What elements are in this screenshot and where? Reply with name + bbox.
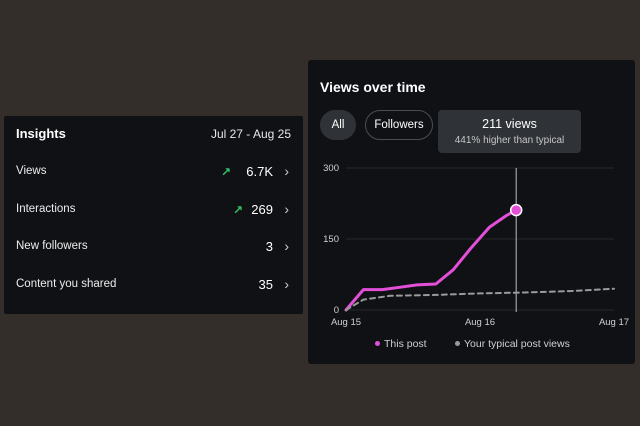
views-title: Views over time	[320, 79, 426, 95]
filter-all-button[interactable]: All	[320, 110, 356, 140]
insights-row-views[interactable]: Views ↗ 6.7K ›	[16, 162, 289, 184]
views-over-time-card: Views over time All Followers 211 views …	[308, 60, 635, 364]
legend-dot-icon	[455, 340, 460, 346]
row-label: New followers	[16, 240, 88, 252]
row-value: 6.7K	[246, 164, 273, 179]
row-label: Views	[16, 165, 47, 177]
insights-card: Insights Jul 27 - Aug 25 Views ↗ 6.7K › …	[4, 116, 303, 314]
row-value: 3	[265, 239, 273, 254]
insights-row-interactions[interactable]: Interactions ↗ 269 ›	[16, 200, 289, 222]
legend-label: This post	[384, 338, 427, 350]
x-tick-label: Aug 17	[599, 317, 629, 328]
series-line-this-post	[344, 208, 518, 312]
y-tick-label: 300	[323, 163, 339, 174]
chevron-right-icon: ›	[284, 163, 289, 179]
insights-row-new-followers[interactable]: New followers 3 ›	[16, 237, 289, 259]
row-value: 269	[251, 202, 273, 217]
chevron-right-icon: ›	[284, 276, 289, 292]
row-value: 35	[258, 277, 273, 292]
legend-dot-icon	[375, 340, 380, 346]
y-tick-label: 0	[334, 305, 339, 316]
y-tick-label: 150	[323, 234, 339, 245]
tooltip-comparison: 441% higher than typical	[454, 135, 565, 146]
x-tick-label: Aug 15	[331, 317, 361, 328]
row-label: Content you shared	[16, 278, 117, 290]
chevron-right-icon: ›	[284, 238, 289, 254]
chevron-right-icon: ›	[284, 201, 289, 217]
views-line-chart[interactable]: 0 150 300 Aug 15 Aug 16 Aug 17	[308, 60, 635, 364]
row-label: Interactions	[16, 203, 76, 215]
legend-label: Your typical post views	[464, 338, 570, 350]
insights-date-range[interactable]: Jul 27 - Aug 25	[210, 127, 291, 141]
highlight-point	[509, 203, 523, 217]
series-line-typical	[345, 287, 615, 311]
trend-up-icon: ↗	[232, 203, 243, 217]
chart-tooltip: 211 views 441% higher than typical	[438, 110, 581, 153]
legend-item-this-post: This post	[375, 338, 427, 350]
trend-up-icon: ↗	[220, 165, 231, 179]
x-tick-label: Aug 16	[465, 317, 495, 328]
insights-title: Insights	[16, 126, 66, 141]
insights-row-content-shared[interactable]: Content you shared 35 ›	[16, 275, 289, 297]
tooltip-views: 211 views	[482, 117, 537, 131]
filter-followers-button[interactable]: Followers	[365, 110, 433, 140]
legend-item-typical: Your typical post views	[455, 338, 570, 350]
insights-header: Insights Jul 27 - Aug 25	[16, 126, 291, 146]
